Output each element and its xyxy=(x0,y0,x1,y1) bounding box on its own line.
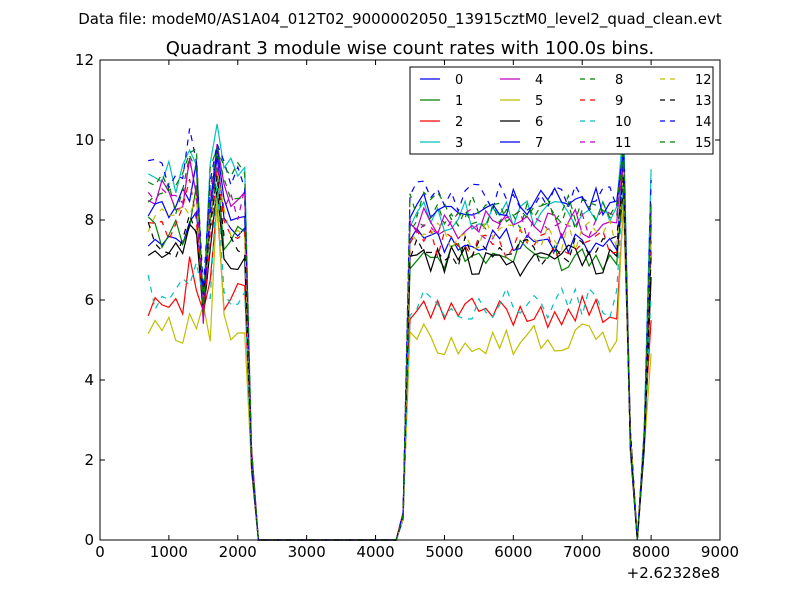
legend-label: 11 xyxy=(615,136,632,151)
x-tick-label: 8000 xyxy=(632,543,670,561)
legend-label: 0 xyxy=(455,73,463,88)
x-offset-label: +2.62328e8 xyxy=(627,564,720,582)
legend-label: 12 xyxy=(695,73,712,88)
chart-title: Quadrant 3 module wise count rates with … xyxy=(166,38,655,59)
y-tick-label: 12 xyxy=(75,51,94,69)
legend-label: 9 xyxy=(615,94,623,109)
axes-layer: 0 1000 2000 3000 4000 5000 6000 7000 8000 9000 0 2 4… xyxy=(75,51,739,561)
legend-label: 13 xyxy=(695,94,712,109)
x-tick-label: 7000 xyxy=(563,543,601,561)
legend-label: 3 xyxy=(455,136,463,151)
legend-label: 2 xyxy=(455,115,463,130)
legend-label: 7 xyxy=(535,136,543,151)
series-line-15 xyxy=(147,146,652,541)
x-tick-label: 6000 xyxy=(494,543,532,561)
legend-label: 14 xyxy=(695,115,712,130)
y-tick-label: 8 xyxy=(84,211,94,229)
legend-label: 6 xyxy=(535,115,543,130)
x-tick-label: 9000 xyxy=(701,543,739,561)
legend-label: 1 xyxy=(455,94,463,109)
series-layer xyxy=(147,123,652,541)
legend-label: 15 xyxy=(695,136,712,151)
x-tick-label: 3000 xyxy=(288,543,326,561)
legend-label: 5 xyxy=(535,94,543,109)
x-tick-label: 0 xyxy=(95,543,105,561)
y-tick-label: 6 xyxy=(84,291,94,309)
legend-label: 8 xyxy=(615,73,623,88)
y-tick-label: 0 xyxy=(84,531,94,549)
legend-label: 10 xyxy=(615,115,632,130)
y-tick-label: 4 xyxy=(84,371,94,389)
legend-label: 4 xyxy=(535,73,543,88)
suptitle: Data file: modeM0/AS1A04_012T02_90000020… xyxy=(78,10,722,29)
x-tick-label: 1000 xyxy=(150,543,188,561)
y-tick-label: 2 xyxy=(84,451,94,469)
x-tick-label: 2000 xyxy=(219,543,257,561)
legend-box xyxy=(409,66,714,155)
x-tick-label: 4000 xyxy=(356,543,394,561)
y-tick-label: 10 xyxy=(75,131,94,149)
series-line-8 xyxy=(147,151,652,541)
x-tick-label: 5000 xyxy=(425,543,463,561)
